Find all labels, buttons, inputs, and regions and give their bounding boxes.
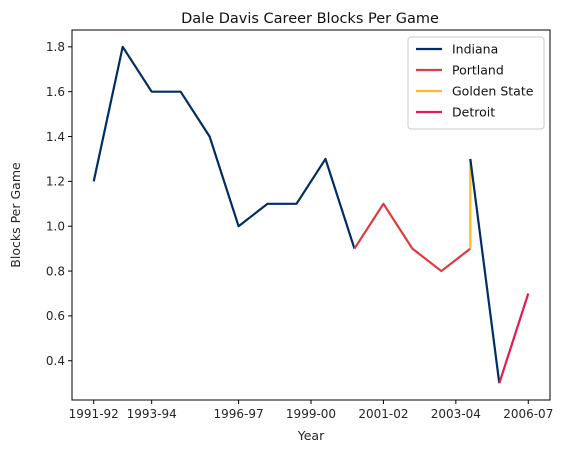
y-tick-label: 1.0 — [46, 220, 65, 234]
x-tick-label: 1996-97 — [214, 407, 264, 421]
series-line-indiana-3 — [469, 158, 501, 384]
y-tick-label: 1.4 — [46, 130, 65, 144]
legend-label: Golden State — [452, 84, 534, 99]
x-axis: 1991-92 1993-94 1996-97 1999-00 2001-02 2003-… — [69, 400, 553, 421]
y-tick-label: 1.2 — [46, 175, 65, 189]
chart-title: Dale Davis Career Blocks Per Game — [181, 11, 439, 27]
x-tick-label: 1999-00 — [286, 407, 336, 421]
y-tick-label: 0.6 — [46, 309, 65, 323]
legend-box — [407, 36, 545, 130]
legend-label: Indiana — [452, 42, 498, 57]
plot-lines — [92, 45, 530, 384]
x-axis-label: Year — [297, 428, 325, 443]
legend-label: Portland — [452, 63, 504, 78]
legend-label: Detroit — [452, 105, 495, 120]
x-tick-label: 2001-02 — [358, 407, 408, 421]
series-line-portland-1 — [353, 202, 472, 273]
y-axis-label: Blocks Per Game — [8, 162, 23, 268]
x-tick-label: 1991-92 — [69, 407, 119, 421]
y-axis: 0.4 0.6 0.8 1.0 1.2 1.4 1.6 1.8 — [46, 40, 72, 368]
y-tick-label: 1.6 — [46, 85, 65, 99]
x-tick-label: 2003-04 — [431, 407, 481, 421]
x-tick-label: 2006-07 — [503, 407, 553, 421]
y-tick-label: 1.8 — [46, 40, 65, 54]
x-tick-label: 1993-94 — [127, 407, 177, 421]
y-tick-label: 0.8 — [46, 264, 65, 278]
series-line-indiana-0 — [92, 45, 356, 249]
y-tick-label: 0.4 — [46, 354, 65, 368]
legend: Indiana Portland Golden State Detroit — [407, 36, 545, 130]
series-line-detroit-4 — [498, 293, 530, 384]
